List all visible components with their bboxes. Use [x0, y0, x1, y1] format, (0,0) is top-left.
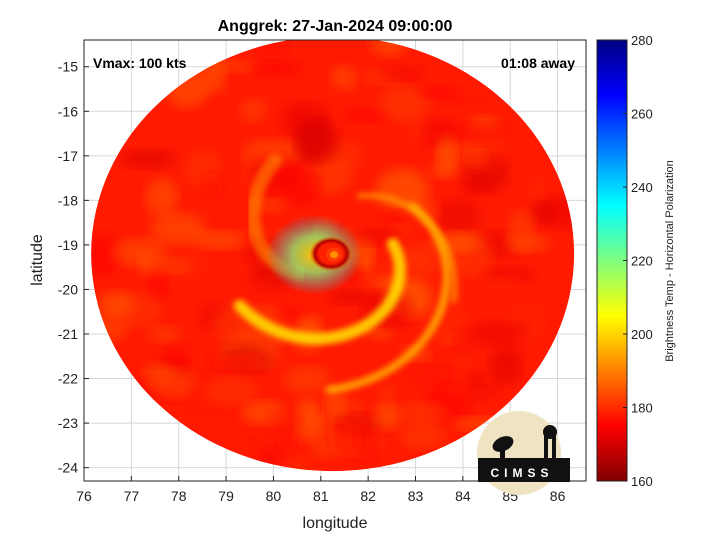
cimss-logo: CIMSS: [477, 411, 570, 495]
y-tick-label: -20: [58, 281, 78, 297]
swath-texture-patch: [282, 365, 332, 394]
colorbar-tick-label: 240: [631, 180, 653, 195]
swath-texture-patch: [452, 329, 472, 355]
swath-texture-patch: [330, 65, 357, 92]
swath-texture-patch: [508, 209, 535, 252]
colorbar-ticks: 160 180 200 220 240 260 280: [623, 33, 653, 489]
x-tick-label: 82: [360, 488, 376, 504]
x-tick-label: 77: [124, 488, 140, 504]
swath-texture-patch: [149, 245, 208, 282]
colorbar-label: Brightness Temp - Horizontal Polarizatio…: [664, 160, 676, 362]
x-tick-label: 81: [313, 488, 329, 504]
rain-band: [356, 192, 458, 304]
chart-title: Anggrek: 27-Jan-2024 09:00:00: [218, 18, 453, 35]
swath-texture-patch: [437, 134, 458, 177]
microwave-swath: [91, 40, 575, 472]
y-axis-ticks: -15 -16 -17 -18 -19 -20 -21 -22 -23 -24: [58, 59, 89, 476]
time-away-annotation: 01:08 away: [501, 55, 575, 71]
swath-texture-patch: [239, 98, 267, 123]
x-tick-label: 76: [76, 488, 92, 504]
swath-texture-patch: [488, 346, 523, 385]
x-tick-label: 78: [171, 488, 187, 504]
axes-frame: [83, 39, 587, 482]
colorbar-tick-label: 280: [631, 33, 653, 48]
x-axis-label: longitude: [303, 515, 368, 532]
swath-texture-patch: [370, 40, 407, 57]
swath-texture-patch: [288, 451, 313, 472]
colorbar-tick-label: 160: [631, 474, 653, 489]
y-tick-label: -23: [58, 415, 78, 431]
storm-core: [266, 214, 363, 295]
swath-texture-patch: [343, 107, 394, 123]
y-tick-label: -24: [58, 460, 78, 476]
rain-band: [233, 238, 406, 345]
y-tick-label: -18: [58, 192, 78, 208]
swath-texture-patch: [254, 61, 302, 78]
swath-texture-patch: [202, 172, 223, 199]
swath-texture-patch: [210, 352, 265, 372]
eye-center: [330, 251, 339, 259]
swath-texture-patch: [396, 401, 448, 425]
swath-texture-patch: [303, 83, 347, 109]
swath-texture-patch: [526, 179, 547, 199]
swath-texture-patch: [400, 242, 439, 280]
swath-texture-patch: [295, 398, 322, 441]
swath-texture-patch: [192, 230, 247, 250]
x-tick-label: 80: [266, 488, 282, 504]
y-tick-label: -17: [58, 148, 78, 164]
x-axis-ticks: 76 77 78 79 80 81 82 83 84 85 86: [76, 476, 566, 504]
swath-texture-patch: [440, 381, 499, 403]
swath-texture-patch: [277, 427, 297, 456]
vmax-annotation: Vmax: 100 kts: [93, 55, 187, 71]
cimss-logo-text: CIMSS: [490, 466, 553, 480]
swath-texture-patch: [120, 149, 177, 169]
colorbar: [596, 39, 628, 482]
y-tick-label: -15: [58, 59, 78, 75]
swath-texture-patch: [412, 365, 452, 384]
y-tick-label: -16: [58, 103, 78, 119]
swath-texture-patch: [328, 418, 363, 458]
colorbar-tick-label: 180: [631, 401, 653, 416]
swath-texture-patch: [278, 306, 303, 321]
swath-texture-patch: [145, 177, 179, 217]
swath-texture-patch: [376, 66, 424, 82]
x-tick-label: 83: [408, 488, 424, 504]
swath-texture-patch: [147, 367, 199, 399]
colorbar-tick-label: 260: [631, 107, 653, 122]
x-tick-label: 84: [455, 488, 471, 504]
colorbar-tick-label: 220: [631, 254, 653, 269]
x-tick-label: 79: [218, 488, 234, 504]
swath-texture-patch: [480, 275, 521, 288]
swath-texture-patch: [436, 199, 482, 234]
swath-texture-patch: [530, 201, 557, 224]
swath-texture-patch: [203, 376, 258, 407]
swath-texture-patch: [283, 163, 322, 207]
y-tick-label: -19: [58, 237, 78, 253]
swath-texture-patch: [454, 148, 504, 172]
y-axis-label: latitude: [29, 234, 46, 286]
swath-texture-patch: [95, 290, 134, 317]
y-tick-label: -22: [58, 371, 78, 387]
x-tick-label: 86: [550, 488, 566, 504]
swath-texture-patch: [418, 85, 461, 99]
swath-texture-patch: [521, 293, 549, 324]
swath-texture-patch: [399, 421, 447, 451]
swath-texture-patch: [146, 325, 183, 344]
swath-texture-patch: [459, 179, 495, 195]
y-tick-label: -21: [58, 326, 78, 342]
swath-texture-patch: [378, 86, 431, 123]
swath-texture-patch: [452, 122, 510, 146]
swath-texture-patch: [266, 409, 305, 431]
swath-texture-patch: [150, 212, 207, 246]
swath-texture-patch: [238, 276, 284, 303]
swath-texture-patch: [324, 388, 346, 422]
swath-texture-patch: [91, 233, 121, 277]
swath-texture-patch: [468, 321, 527, 347]
swath-texture-patch: [294, 119, 332, 164]
colorbar-tick-label: 200: [631, 327, 653, 342]
swath-texture-patch: [372, 404, 403, 431]
swath-texture-patch: [316, 415, 334, 435]
